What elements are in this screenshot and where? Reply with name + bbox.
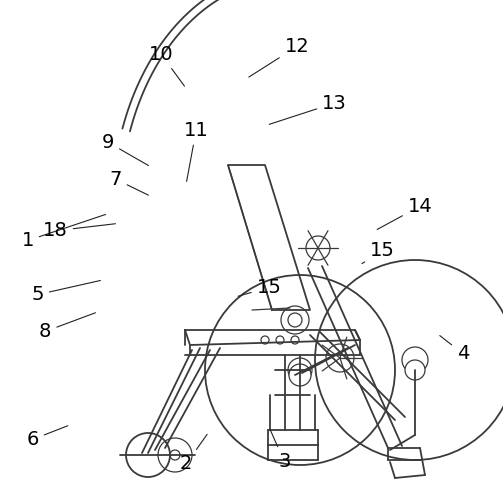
Text: 13: 13 <box>269 94 347 124</box>
Text: 1: 1 <box>22 215 106 250</box>
Text: 11: 11 <box>184 121 209 181</box>
Circle shape <box>289 364 311 386</box>
Text: 5: 5 <box>32 280 101 304</box>
Circle shape <box>405 360 425 380</box>
Text: 6: 6 <box>27 426 68 449</box>
Text: 2: 2 <box>180 435 207 473</box>
Text: 15: 15 <box>362 241 395 264</box>
Text: 12: 12 <box>249 37 309 77</box>
Text: 18: 18 <box>43 221 116 240</box>
Text: 14: 14 <box>377 197 433 229</box>
Text: 9: 9 <box>102 133 148 165</box>
Text: 4: 4 <box>440 335 469 363</box>
Text: 8: 8 <box>39 313 96 341</box>
Text: 15: 15 <box>238 278 282 297</box>
Text: 7: 7 <box>110 170 148 195</box>
Text: 3: 3 <box>270 430 290 471</box>
Text: 10: 10 <box>149 45 185 86</box>
Circle shape <box>281 306 309 334</box>
